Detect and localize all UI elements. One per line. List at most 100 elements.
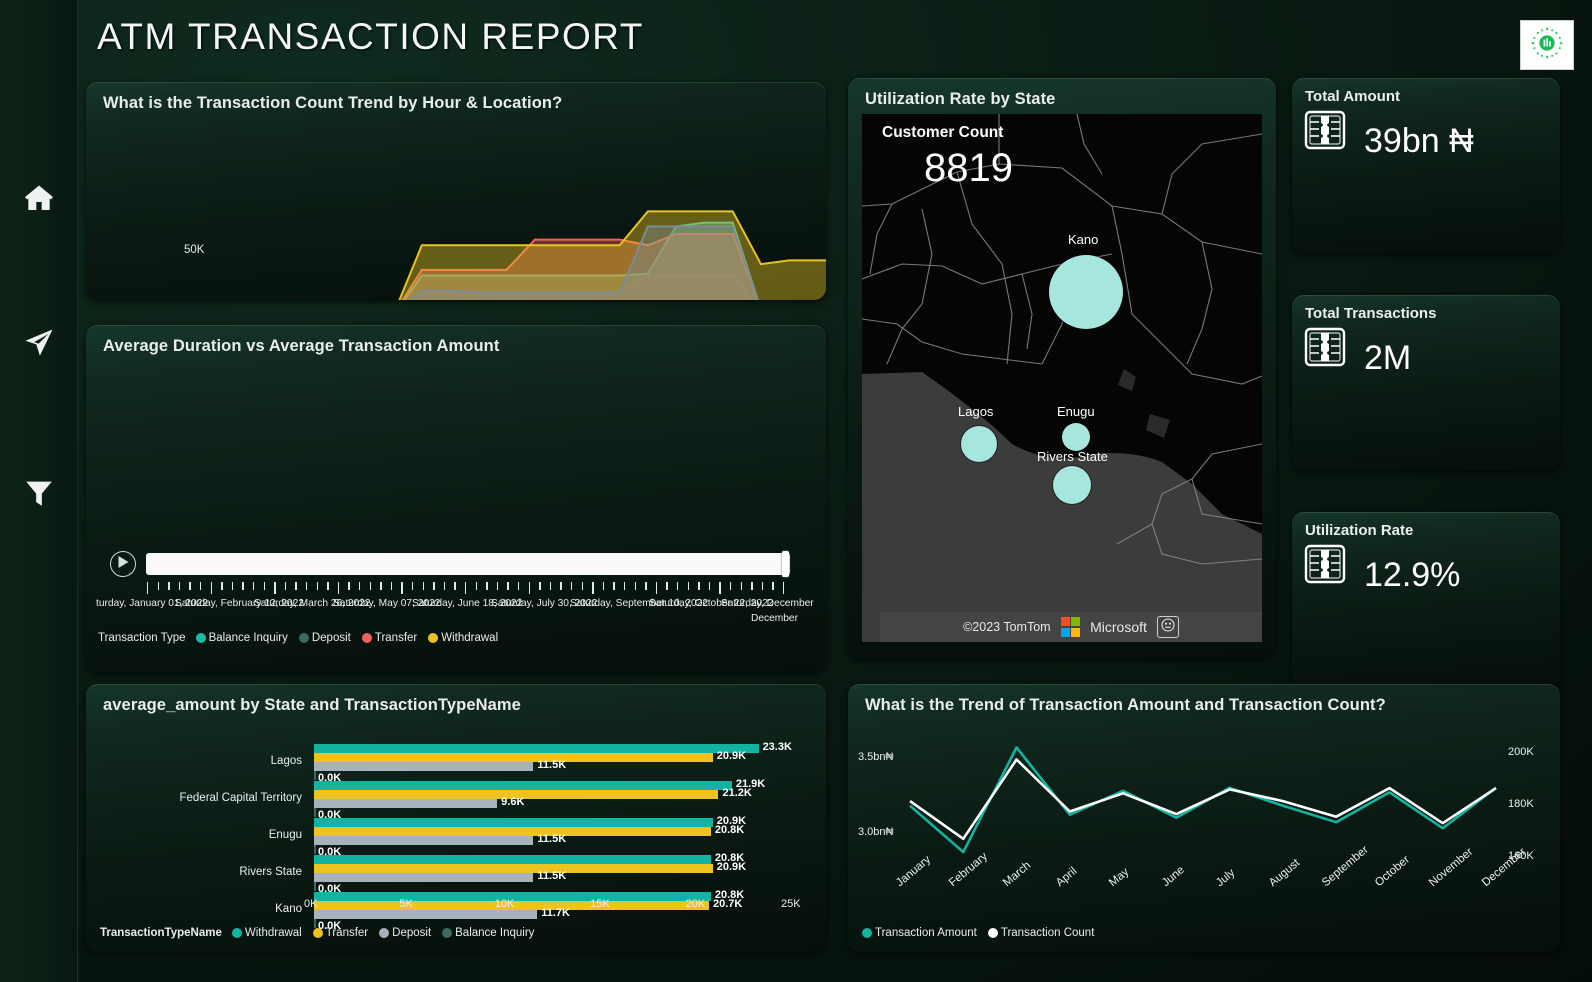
chip-card-icon — [1304, 327, 1346, 367]
home-icon — [21, 182, 57, 219]
bar-segment[interactable] — [314, 882, 316, 891]
area-chart-title: What is the Transaction Count Trend by H… — [103, 94, 563, 112]
bar-xtick: 10K — [494, 898, 515, 910]
legend-item-withdrawal[interactable]: Withdrawal — [428, 632, 498, 644]
scatter-chart-legend[interactable]: Transaction Type Balance Inquiry Deposit T… — [98, 632, 505, 644]
bar-segment[interactable] — [314, 790, 719, 799]
app-logo — [1520, 20, 1574, 70]
bar-segment[interactable] — [314, 762, 534, 771]
bar-segment[interactable] — [314, 864, 713, 873]
legend-dot — [312, 928, 323, 938]
left-sidebar — [0, 0, 78, 982]
bar-value-label: 11.5K — [537, 870, 567, 882]
kpi-card-utilization-rate[interactable]: Utilization Rate 12.9% — [1292, 512, 1560, 687]
bar-segment[interactable] — [314, 827, 711, 836]
map-title: Utilization Rate by State — [865, 90, 1056, 108]
bar-segment[interactable] — [314, 873, 534, 882]
bar-segment[interactable] — [314, 892, 711, 901]
bar-segment[interactable] — [314, 901, 709, 910]
bar-segment[interactable] — [314, 781, 732, 790]
legend-item-transaction-count[interactable]: Transaction Count — [987, 927, 1094, 939]
bar-segment[interactable] — [314, 808, 316, 817]
timeline-play-button[interactable] — [110, 551, 136, 577]
bar-category-label: Rivers State — [239, 866, 302, 878]
sidebar-item-home[interactable] — [14, 175, 64, 225]
kpi-title: Utilization Rate — [1305, 522, 1414, 539]
legend-label: Deposit — [392, 927, 432, 939]
bar-value-label: 21.9K — [735, 778, 766, 790]
sidebar-item-filter[interactable] — [14, 470, 64, 520]
bar-segment[interactable] — [314, 753, 713, 762]
bar-value-label: 11.5K — [537, 833, 567, 845]
microsoft-logo-icon — [1060, 617, 1081, 637]
map-bubble-lagos[interactable] — [961, 426, 997, 462]
map-bubble-kano[interactable] — [1049, 255, 1123, 329]
map-panel[interactable]: Utilization Rate by State — [848, 78, 1276, 658]
legend-item-deposit[interactable]: Deposit — [379, 927, 431, 939]
bar-value-label: 20.8K — [714, 889, 745, 901]
timeline-date-label: turday, January 01, 2022 — [96, 598, 208, 609]
bar-xtick: 25K — [781, 898, 801, 910]
legend-item-deposit[interactable]: Deposit — [298, 632, 351, 644]
bar-segment[interactable] — [314, 799, 498, 808]
timeline-slider[interactable] — [146, 551, 790, 577]
bar-segment[interactable] — [314, 855, 711, 864]
timeline-date-label: Saturday, October 22, 2022 — [649, 598, 774, 609]
scatter-chart-panel[interactable]: Average Duration vs Average Transaction … — [86, 325, 826, 672]
map-label: Lagos — [958, 404, 994, 419]
bar-chart-circle-logo-icon — [1530, 26, 1564, 65]
legend-dot — [361, 633, 372, 643]
map-canvas[interactable]: Customer Count 8819 Kano Lagos Enugu Rivers… — [862, 114, 1262, 642]
timeline-date-label: Saturday, March 26, 2022 — [254, 598, 371, 609]
map-bubble-rivers-state[interactable] — [1053, 466, 1091, 504]
bar-chart-panel[interactable]: average_amount by State and TransactionT… — [86, 684, 826, 952]
legend-label: Balance Inquiry — [208, 632, 288, 644]
area-chart-panel[interactable]: What is the Transaction Count Trend by H… — [86, 82, 826, 300]
navigation-arrow-icon — [21, 325, 57, 366]
map-roads — [862, 114, 1262, 642]
timeline-slider-handle[interactable] — [782, 551, 789, 577]
line-chart-legend[interactable]: Transaction Amount Transaction Count — [862, 927, 1101, 939]
line-right-tick: 160K — [1508, 850, 1534, 862]
bar-value-label: 23.3K — [762, 741, 792, 753]
bar-chart-legend[interactable]: TransactionTypeName Withdrawal Transfer De… — [100, 927, 541, 939]
bar-segment[interactable] — [314, 919, 316, 928]
legend-label: Transaction Amount — [875, 927, 977, 939]
line-left-tick: 3.0bn₦ — [858, 825, 894, 838]
bar-value-label: 20.9K — [716, 750, 747, 762]
area-chart-plot — [398, 210, 826, 300]
legend-dot — [987, 928, 998, 938]
sidebar-item-navigate[interactable] — [14, 320, 64, 370]
bar-segment[interactable] — [314, 845, 316, 854]
bar-legend-label: TransactionTypeName — [100, 927, 222, 939]
legend-label: Withdrawal — [244, 927, 302, 939]
bar-xtick: 0K — [304, 898, 318, 910]
kpi-card-total-transactions[interactable]: Total Transactions 2M — [1292, 295, 1560, 470]
map-bubble-enugu[interactable] — [1062, 423, 1090, 451]
timeline-date-label: Saturday, February 12, 2022 — [175, 598, 304, 609]
legend-item-transfer[interactable]: Transfer — [361, 632, 417, 644]
bar-segment[interactable] — [314, 836, 534, 845]
legend-item-transfer[interactable]: Transfer — [312, 927, 369, 939]
legend-item-balance-inquiry[interactable]: Balance Inquiry — [442, 927, 534, 939]
legend-item-balance-inquiry[interactable]: Balance Inquiry — [195, 632, 288, 644]
legend-item-transaction-amount[interactable]: Transaction Amount — [862, 927, 977, 939]
bar-segment[interactable] — [314, 771, 316, 780]
smiley-feedback-icon[interactable] — [1156, 616, 1179, 638]
bar-value-label: 0.0K — [318, 920, 342, 932]
legend-item-withdrawal[interactable]: Withdrawal — [231, 927, 302, 939]
line-left-tick: 3.5bn₦ — [858, 750, 894, 763]
map-attribution-bar: ©2023 TomTom Microsoft — [880, 612, 1262, 642]
bar-segment[interactable] — [314, 744, 759, 753]
kpi-card-total-amount[interactable]: Total Amount 39bn ₦ — [1292, 78, 1560, 253]
bar-value-label: 21.2K — [722, 787, 752, 799]
line-chart-panel[interactable]: What is the Trend of Transaction Amount … — [848, 684, 1560, 952]
map-brand: Microsoft — [1090, 619, 1147, 635]
kpi-title: Total Amount — [1305, 88, 1400, 105]
legend-label: Transfer — [325, 927, 369, 939]
bar-value-label: 20.8K — [714, 852, 745, 864]
line-chart-plot — [909, 746, 1497, 854]
bar-segment[interactable] — [314, 818, 713, 827]
bar-segment[interactable] — [314, 910, 538, 919]
map-label: Kano — [1068, 232, 1099, 247]
